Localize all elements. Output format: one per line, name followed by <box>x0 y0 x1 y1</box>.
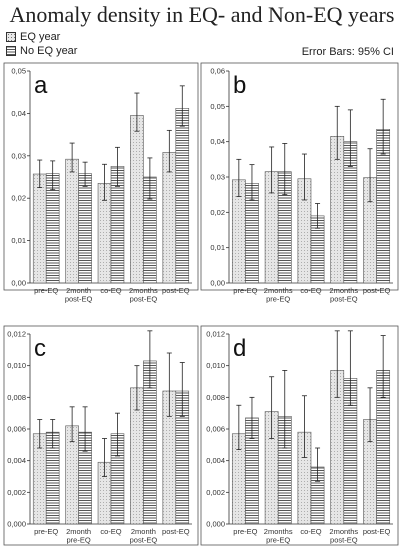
y-tick-label: 0,02 <box>210 208 225 217</box>
category-label: post-EQ <box>162 286 190 295</box>
page-title: Anomaly density in EQ- and Non-EQ years <box>9 2 395 27</box>
category-label: post-EQ <box>162 527 190 536</box>
panel-frame <box>3 62 199 291</box>
panel-letter-d: d <box>233 335 246 362</box>
y-tick-label: 0,004 <box>206 456 225 465</box>
category-label: co-EQ <box>300 286 321 295</box>
category-label: 2months <box>264 286 293 295</box>
category-label: 2month <box>66 286 91 295</box>
panel-frame <box>200 62 399 291</box>
category-label: pre-EQ <box>34 527 58 536</box>
category-label: pre-EQ <box>233 527 257 536</box>
y-tick-label: 0,00 <box>11 279 26 288</box>
panel-frame <box>3 325 199 546</box>
y-tick-label: 0,006 <box>7 425 26 434</box>
y-tick-label: 0,002 <box>206 488 225 497</box>
category-label: post-EQ <box>330 295 358 304</box>
category-label: 2months <box>329 527 358 536</box>
error-bars-label: Error Bars: 95% CI <box>301 46 394 58</box>
y-tick-label: 0,008 <box>7 393 26 402</box>
chart-panel-d: 0,000 0,002 0,004 0,006 0,008 0,010 0,012 pre-E… <box>200 325 399 546</box>
legend-label-eq: EQ year <box>20 31 61 43</box>
y-tick-label: 0,03 <box>210 173 225 182</box>
bar-eq <box>130 115 144 284</box>
category-label: post-EQ <box>65 295 93 304</box>
category-label: pre-EQ <box>266 295 290 304</box>
legend-swatch-eq <box>6 32 16 42</box>
legend: EQ year No EQ year <box>6 30 77 58</box>
category-label: co-EQ <box>100 286 121 295</box>
y-tick-label: 0,02 <box>11 194 26 203</box>
category-label: post-EQ <box>130 536 158 545</box>
panel-letter-b: b <box>233 72 246 99</box>
category-label: pre-EQ <box>67 536 91 545</box>
y-tick-label: 0,008 <box>206 393 225 402</box>
chart-panel-c: 0,000 0,002 0,004 0,006 0,008 0,010 0,012 pre-E… <box>3 325 199 546</box>
legend-item-eq: EQ year <box>6 30 77 44</box>
category-label: pre-EQ <box>34 286 58 295</box>
bar-eq <box>65 158 79 284</box>
bar-eq <box>32 173 47 284</box>
y-tick-label: 0,012 <box>7 330 26 339</box>
y-tick-label: 0,05 <box>11 67 26 76</box>
panel-letter-a: a <box>34 72 48 99</box>
y-tick-label: 0,010 <box>206 361 225 370</box>
y-tick-label: 0,04 <box>210 137 225 146</box>
category-label: 2month <box>66 527 91 536</box>
category-label: 2months <box>129 286 158 295</box>
y-tick-label: 0,006 <box>206 425 225 434</box>
y-tick-label: 0,010 <box>7 361 26 370</box>
category-label: post-EQ <box>330 536 358 545</box>
y-tick-label: 0,01 <box>11 236 26 245</box>
category-label: pre-EQ <box>233 286 257 295</box>
y-tick-label: 0,002 <box>7 488 26 497</box>
legend-swatch-no-eq <box>6 46 16 56</box>
y-tick-label: 0,05 <box>210 102 225 111</box>
category-label: post-EQ <box>130 295 158 304</box>
category-label: co-EQ <box>300 527 321 536</box>
legend-item-no-eq: No EQ year <box>6 44 77 58</box>
y-tick-label: 0,01 <box>210 243 225 252</box>
category-label: 2months <box>264 527 293 536</box>
bar-no-eq <box>78 173 92 284</box>
y-tick-label: 0,000 <box>206 520 225 529</box>
category-label: co-EQ <box>100 527 121 536</box>
bar-no-eq <box>175 108 190 284</box>
panel-letter-c: c <box>34 335 46 362</box>
y-tick-label: 0,04 <box>11 109 26 118</box>
y-tick-label: 0,000 <box>7 520 26 529</box>
y-tick-label: 0,004 <box>7 456 26 465</box>
category-label: pre-EQ <box>266 536 290 545</box>
y-tick-label: 0,012 <box>206 330 225 339</box>
y-tick-label: 0,06 <box>210 67 225 76</box>
panel-frame <box>200 325 399 546</box>
legend-label-no-eq: No EQ year <box>20 45 78 57</box>
category-label: post-EQ <box>363 286 391 295</box>
category-label: post-EQ <box>363 527 391 536</box>
category-label: 2months <box>329 286 358 295</box>
category-label: 2month <box>131 527 156 536</box>
y-tick-label: 0,00 <box>210 279 225 288</box>
y-tick-label: 0,03 <box>11 151 26 160</box>
